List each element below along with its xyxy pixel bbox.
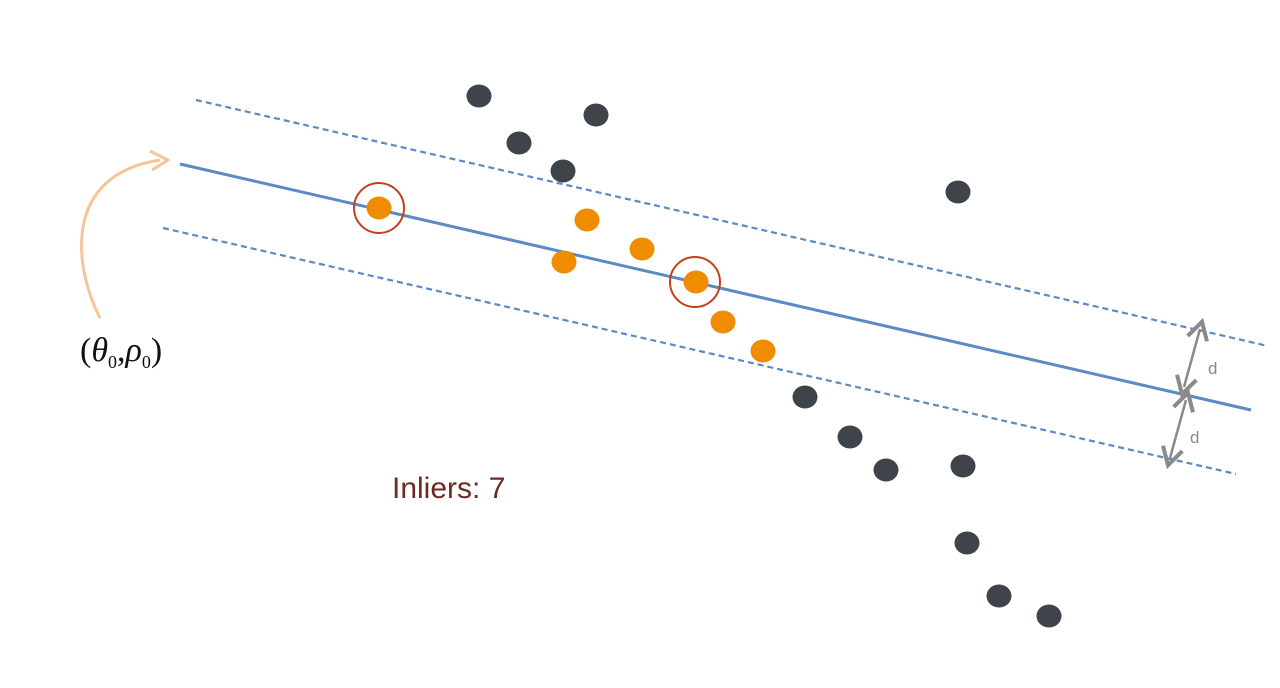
outlier-point: [945, 180, 971, 204]
rho-symbol: ρ: [125, 332, 142, 369]
distance-label-upper: d: [1208, 359, 1217, 378]
outlier-point: [950, 454, 976, 478]
lower-threshold-line: [162, 226, 1237, 476]
inlier-point: [629, 237, 655, 261]
outlier-points: [466, 84, 1062, 628]
sample-ring: [353, 182, 405, 234]
distance-arrow-lower: [1161, 388, 1195, 470]
inlier-point: [710, 310, 736, 334]
inlier-point: [683, 270, 709, 294]
sample-ring: [669, 256, 721, 308]
upper-threshold-line: [195, 98, 1269, 348]
inlier-point: [366, 196, 392, 220]
inlier-point: [574, 208, 600, 232]
inlier-points: [366, 196, 776, 363]
outlier-point: [792, 385, 818, 409]
distance-label-lower: d: [1190, 428, 1199, 447]
parameter-arrow-head: [149, 149, 170, 172]
outlier-point: [506, 131, 532, 155]
rho-subscript: 0: [141, 352, 151, 372]
theta-subscript: 0: [108, 352, 118, 372]
outlier-point: [954, 531, 980, 555]
outlier-point: [837, 425, 863, 449]
outlier-point: [873, 458, 899, 482]
inlier-point: [551, 250, 577, 274]
outlier-point: [583, 103, 609, 127]
outlier-point: [986, 584, 1012, 608]
distance-arrow-upper: [1175, 317, 1209, 399]
outlier-point: [466, 84, 492, 108]
inlier-point: [750, 339, 776, 363]
inliers-count: Inliers: 7: [392, 472, 506, 505]
outlier-point: [550, 159, 576, 183]
outlier-point: [1036, 604, 1062, 628]
model-parameters-label: (θ0,ρ0): [80, 332, 163, 372]
parameter-arrow: [80, 158, 161, 319]
model-line: [179, 162, 1252, 412]
theta-symbol: θ: [91, 332, 109, 369]
